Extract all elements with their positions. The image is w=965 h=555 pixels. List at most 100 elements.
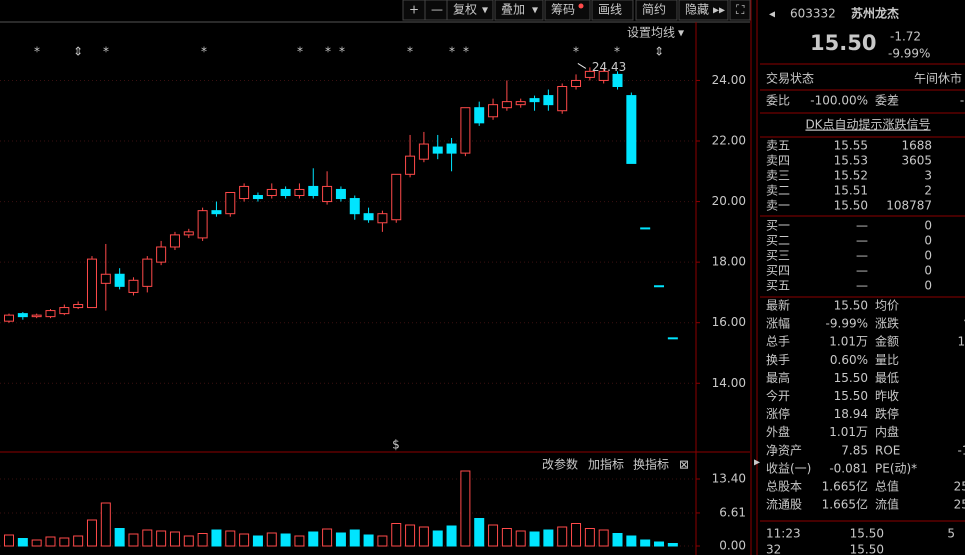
- toolbar-button-label: —: [431, 3, 443, 17]
- stat-value: 1.665亿: [822, 479, 868, 494]
- candle-body: [86, 258, 97, 309]
- candle-body: [45, 310, 56, 318]
- book-price: 15.50: [834, 199, 868, 213]
- volume-bar: [31, 539, 42, 547]
- toolbar-button-label: 简约: [642, 2, 666, 17]
- toolbar-button[interactable]: [729, 0, 751, 21]
- book-label: 卖五: [766, 139, 790, 153]
- candle-body: [169, 234, 180, 248]
- volume-bar: [45, 536, 56, 547]
- event-marker[interactable]: ⇕: [73, 45, 83, 59]
- stat-value: 15.50: [834, 389, 868, 403]
- volume-bar: [183, 535, 194, 547]
- book-volume: 2: [924, 184, 932, 198]
- event-marker[interactable]: *: [463, 45, 469, 59]
- event-marker[interactable]: *: [614, 45, 620, 59]
- candle-body: [308, 185, 319, 197]
- indicator-tool[interactable]: 加指标: [588, 457, 624, 472]
- stat-label: 昨收: [875, 389, 899, 403]
- y-tick-label: 6.61: [719, 505, 746, 519]
- toolbar-button[interactable]: [678, 0, 729, 21]
- stat-label: 量比: [875, 353, 899, 367]
- event-marker[interactable]: *: [339, 45, 345, 59]
- candle-body: [515, 101, 526, 106]
- event-marker[interactable]: *: [201, 45, 207, 59]
- indicator-tool[interactable]: ⊠: [679, 458, 689, 472]
- volume-bar: [612, 533, 623, 547]
- book-label: 卖一: [766, 199, 790, 213]
- collapse-arrow[interactable]: ▸: [754, 455, 760, 469]
- candle-body: [225, 191, 236, 215]
- stat-label: 跌停: [875, 406, 899, 421]
- book-price: —: [856, 219, 868, 233]
- stat-value: -1.00%: [958, 443, 965, 457]
- ma-settings[interactable]: 设置均线: [627, 26, 675, 40]
- candle-body: [322, 185, 333, 203]
- trade-cell: 15.50: [850, 527, 884, 541]
- volume-bar: [515, 530, 526, 547]
- order-ratio: 委比: [766, 94, 790, 108]
- trade-cell: 11:23: [766, 527, 801, 541]
- volume-bar: [584, 528, 595, 547]
- event-marker[interactable]: *: [449, 45, 455, 59]
- volume-bar: [335, 532, 346, 547]
- book-label: 买五: [766, 279, 790, 293]
- stat-label: 今开: [766, 388, 790, 403]
- price-change: -1.72: [890, 30, 921, 44]
- book-volume: 0: [924, 234, 932, 248]
- event-marker[interactable]: ⇕: [654, 45, 664, 59]
- stat-value: 1.01万: [829, 335, 868, 349]
- volume-bar: [156, 530, 167, 547]
- event-marker[interactable]: *: [34, 45, 40, 59]
- candle-body: [584, 70, 595, 78]
- dividend-marker[interactable]: $: [392, 438, 400, 452]
- stat-label: 收益(一): [766, 461, 811, 475]
- volume-bar: [529, 531, 540, 547]
- indicator-tool[interactable]: 改参数: [542, 457, 578, 472]
- last-price: 15.50: [810, 31, 876, 55]
- volume-bar: [667, 543, 678, 547]
- candle-body: [667, 337, 678, 340]
- expand-arrow[interactable]: ◂: [769, 7, 775, 21]
- toolbar-button-label: ⛶: [735, 3, 745, 17]
- book-price: —: [856, 264, 868, 278]
- toolbar-button-label: 复权: [453, 3, 477, 17]
- candle-body: [239, 185, 250, 200]
- stat-value: -9.99%: [826, 317, 868, 331]
- stat-label: 涨停: [766, 406, 790, 421]
- toolbar-button[interactable]: [591, 0, 634, 21]
- order-ratio: 委差: [875, 94, 899, 108]
- event-marker[interactable]: *: [407, 45, 413, 59]
- volume-bar: [460, 470, 471, 547]
- y-tick-label: 13.40: [712, 472, 746, 486]
- stat-value: 15.50: [834, 299, 868, 313]
- signal-link[interactable]: DK点自动提示涨跌信号: [805, 117, 930, 132]
- y-tick-label: 18.00: [712, 255, 746, 269]
- candle-body: [391, 173, 402, 221]
- toolbar-button-label: 叠加: [501, 3, 525, 17]
- y-tick-label: 16.00: [712, 315, 746, 329]
- toolbar-button[interactable]: [494, 0, 544, 21]
- stat-label: ROE: [875, 443, 900, 457]
- event-marker[interactable]: *: [103, 45, 109, 59]
- event-marker[interactable]: *: [297, 45, 303, 59]
- dropdown-arrow: ▾: [532, 3, 538, 17]
- volume-bar: [571, 523, 582, 547]
- volume-bar: [363, 534, 374, 547]
- stat-label: 总手: [766, 335, 790, 349]
- indicator-tool[interactable]: 换指标: [633, 457, 669, 472]
- candle-body: [100, 273, 111, 284]
- toolbar-button[interactable]: [635, 0, 678, 21]
- volume-bar: [640, 539, 651, 547]
- candle-body: [501, 101, 512, 109]
- volume-bar: [225, 530, 236, 547]
- stat-label: 内盘: [875, 424, 899, 439]
- event-marker[interactable]: *: [325, 45, 331, 59]
- toolbar-button[interactable]: [446, 0, 494, 21]
- stat-label: PE(动)*: [875, 461, 917, 475]
- candle-body: [557, 86, 568, 112]
- event-marker[interactable]: *: [573, 45, 579, 59]
- stat-value: 1.665亿: [822, 497, 868, 512]
- dropdown-arrow: ▾: [482, 3, 488, 17]
- stat-value: 25.81亿: [954, 497, 965, 512]
